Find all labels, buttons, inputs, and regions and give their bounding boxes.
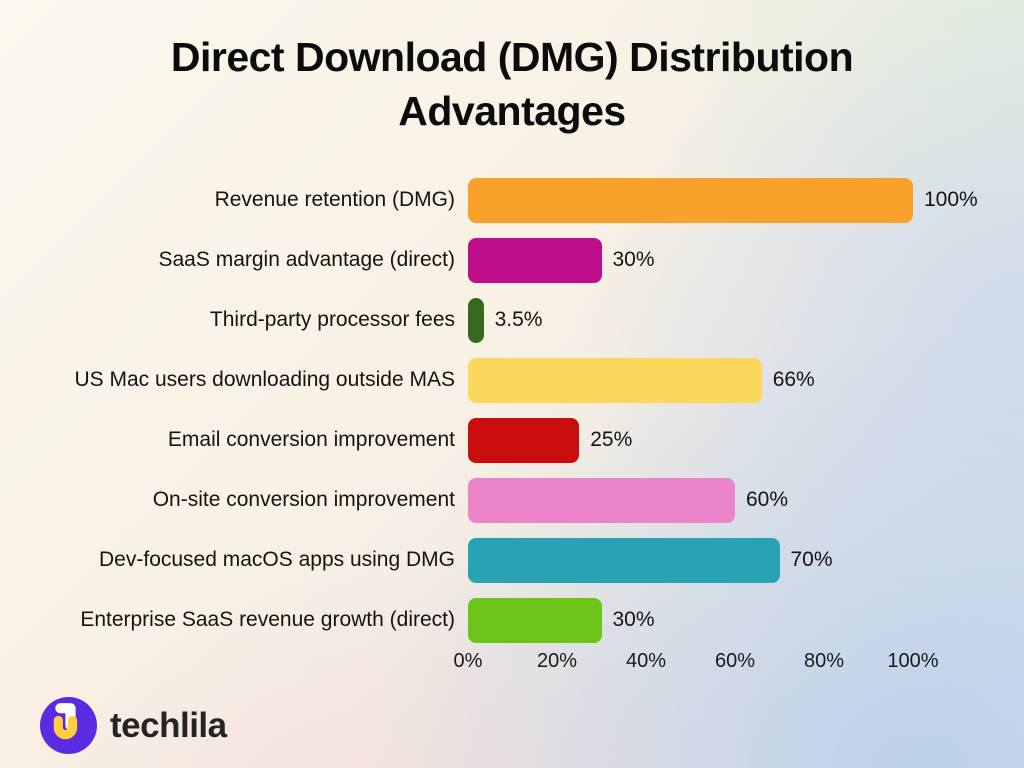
bar-chart: Revenue retention (DMG) 100% SaaS margin… [0, 170, 1024, 650]
value-label: 66% [772, 368, 815, 391]
bar [468, 177, 913, 223]
bar [468, 597, 602, 643]
chart-row: Dev-focused macOS apps using DMG 70% [0, 530, 1024, 590]
page-title-line-2: Advantages [398, 88, 626, 134]
bar-area: 100% [468, 177, 978, 223]
bar-area: 70% [468, 537, 833, 583]
category-label: SaaS margin advantage (direct) [158, 248, 456, 271]
x-axis-tick: 60% [714, 650, 756, 672]
bar [468, 537, 780, 583]
brand-logo: techlila [40, 697, 227, 754]
value-label: 25% [590, 428, 633, 451]
x-axis-tick: 100% [887, 650, 939, 672]
page-title: Direct Download (DMG) Distribution Advan… [0, 30, 1024, 138]
x-axis-tick: 20% [536, 650, 578, 672]
category-label: US Mac users downloading outside MAS [74, 368, 455, 391]
bar [468, 417, 580, 463]
bar [468, 297, 484, 343]
bar-area: 3.5% [468, 297, 543, 343]
bar-area: 60% [468, 477, 789, 523]
chart-row: SaaS margin advantage (direct) 30% [0, 230, 1024, 290]
x-axis-tick: 40% [625, 650, 667, 672]
category-label: Dev-focused macOS apps using DMG [99, 548, 455, 571]
chart-row: Revenue retention (DMG) 100% [0, 170, 1024, 230]
bar-area: 66% [468, 357, 815, 403]
value-label: 30% [612, 608, 655, 631]
category-label: Enterprise SaaS revenue growth (direct) [80, 608, 455, 631]
bar [468, 357, 762, 403]
value-label: 30% [612, 248, 655, 271]
page-title-line-1: Direct Download (DMG) Distribution [170, 34, 854, 80]
chart-row: US Mac users downloading outside MAS 66% [0, 350, 1024, 410]
category-label: Revenue retention (DMG) [214, 188, 455, 211]
chart-row: On-site conversion improvement 60% [0, 470, 1024, 530]
bar-area: 25% [468, 417, 633, 463]
chart-row: Enterprise SaaS revenue growth (direct) … [0, 590, 1024, 650]
techlila-logo-icon [40, 697, 97, 754]
bar [468, 237, 602, 283]
brand-name: techlila [110, 705, 227, 745]
bar [468, 477, 735, 523]
value-label: 70% [790, 548, 833, 571]
chart-row: Third-party processor fees 3.5% [0, 290, 1024, 350]
bar-area: 30% [468, 597, 655, 643]
value-label: 3.5% [494, 308, 543, 331]
chart-row: Email conversion improvement 25% [0, 410, 1024, 470]
category-label: On-site conversion improvement [152, 488, 455, 511]
category-label: Email conversion improvement [167, 428, 455, 451]
x-axis-tick: 80% [803, 650, 845, 672]
bar-area: 30% [468, 237, 655, 283]
value-label: 100% [924, 188, 978, 211]
x-axis: 0% 20% 40% 60% 80% 100% [0, 650, 1024, 678]
x-axis-tick: 0% [453, 650, 483, 672]
category-label: Third-party processor fees [209, 308, 455, 331]
value-label: 60% [746, 488, 789, 511]
